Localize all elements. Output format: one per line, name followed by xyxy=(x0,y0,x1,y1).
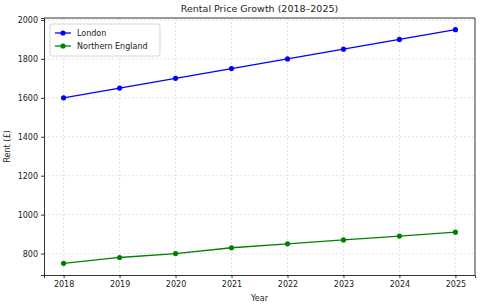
legend-label: London xyxy=(77,29,106,38)
tick-mark xyxy=(343,275,344,278)
y-axis: 800 1000 1200 1400 1600 1800 2000 xyxy=(18,16,45,275)
tick-label: 1800 xyxy=(18,55,38,64)
tick: 2000 xyxy=(18,16,44,25)
grid-line xyxy=(63,18,64,275)
plot: 2018 2019 2020 2021 2022 2023 2024 2025 800 1000 1… xyxy=(18,16,476,289)
tick-mark xyxy=(41,215,44,216)
tick-label: 2021 xyxy=(222,280,242,289)
grid xyxy=(44,18,475,275)
tick-label: 1000 xyxy=(18,211,38,220)
line xyxy=(64,232,456,263)
tick-label: 2019 xyxy=(110,280,130,289)
tick-label: 2024 xyxy=(390,280,410,289)
tick: 2020 xyxy=(166,275,186,289)
tick: 1200 xyxy=(18,172,44,181)
marker xyxy=(117,255,122,260)
marker xyxy=(229,245,234,250)
tick: 2021 xyxy=(222,275,242,289)
tick-mark xyxy=(41,59,44,60)
legend-label: Northern England xyxy=(77,42,148,51)
tick-label: 800 xyxy=(23,250,38,259)
marker xyxy=(173,251,178,256)
y-axis-title: Rent (£) xyxy=(3,130,12,162)
tick: 800 xyxy=(23,250,44,259)
tick-label: 2023 xyxy=(334,280,354,289)
marker xyxy=(397,233,402,238)
tick-label: 2025 xyxy=(446,280,466,289)
marker xyxy=(229,66,234,71)
grid-line xyxy=(343,18,344,275)
marker xyxy=(341,47,346,52)
marker xyxy=(285,241,290,246)
tick-mark xyxy=(41,20,44,21)
tick-mark xyxy=(176,275,177,278)
marker xyxy=(341,237,346,242)
tick-label: 1600 xyxy=(18,94,38,103)
tick-mark xyxy=(120,275,121,278)
legend-box xyxy=(50,24,160,56)
tick: 2025 xyxy=(446,275,466,289)
marker xyxy=(61,95,66,100)
marker xyxy=(285,56,290,61)
tick: 1000 xyxy=(18,211,44,220)
grid-line xyxy=(175,18,176,275)
marker xyxy=(173,76,178,81)
tick-label: 2022 xyxy=(278,280,298,289)
grid-line xyxy=(44,214,475,215)
tick-label: 1200 xyxy=(18,172,38,181)
grid-line xyxy=(44,58,475,59)
axis-line xyxy=(45,276,476,279)
marker xyxy=(453,230,458,235)
tick: 1800 xyxy=(18,55,44,64)
grid-line xyxy=(44,97,475,98)
legend-marker xyxy=(60,30,65,35)
grid-line xyxy=(44,253,475,254)
marker xyxy=(61,261,66,266)
tick-label: 2018 xyxy=(54,280,74,289)
series-group xyxy=(61,27,458,266)
frame xyxy=(475,18,476,275)
x-axis: 2018 2019 2020 2021 2022 2023 2024 2025 xyxy=(45,275,476,289)
axis-line xyxy=(41,19,45,276)
tick-label: 2000 xyxy=(18,16,38,25)
tick: 2019 xyxy=(110,275,130,289)
tick-mark xyxy=(41,98,44,99)
grid-line xyxy=(44,136,475,137)
chart: 2018 2019 2020 2021 2022 2023 2024 2025 800 1000 1… xyxy=(0,0,480,305)
grid-line xyxy=(455,18,456,275)
tick: 2018 xyxy=(54,275,74,289)
tick-mark xyxy=(41,254,44,255)
grid-line xyxy=(231,18,232,275)
tick: 1600 xyxy=(18,94,44,103)
x-axis-title: Year xyxy=(250,294,269,303)
frame xyxy=(44,18,475,19)
tick-label: 1400 xyxy=(18,133,38,142)
tick-mark xyxy=(399,275,400,278)
tick-label: 2020 xyxy=(166,280,186,289)
marker xyxy=(453,27,458,32)
grid-line xyxy=(44,175,475,176)
tick-mark xyxy=(64,275,65,278)
tick-mark xyxy=(287,275,288,278)
tick-mark xyxy=(455,275,456,278)
tick: 2024 xyxy=(390,275,410,289)
marker xyxy=(397,37,402,42)
tick: 2023 xyxy=(334,275,354,289)
legend: London Northern England xyxy=(50,24,160,56)
tick-mark xyxy=(232,275,233,278)
tick: 1400 xyxy=(18,133,44,142)
tick-mark xyxy=(41,176,44,177)
grid-line xyxy=(44,19,475,20)
legend-marker xyxy=(60,43,65,48)
grid-line xyxy=(119,18,120,275)
tick: 2022 xyxy=(278,275,298,289)
title: Rental Price Growth (2018–2025) xyxy=(181,3,338,14)
marker xyxy=(117,85,122,90)
tick-mark xyxy=(41,137,44,138)
